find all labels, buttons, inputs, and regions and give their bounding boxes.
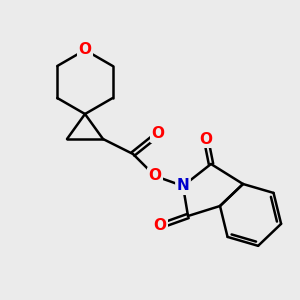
Text: N: N [177,178,189,194]
Text: O: O [200,131,212,146]
Text: O: O [79,43,92,58]
Text: O: O [152,127,164,142]
Text: O: O [148,169,161,184]
Text: O: O [154,218,166,233]
